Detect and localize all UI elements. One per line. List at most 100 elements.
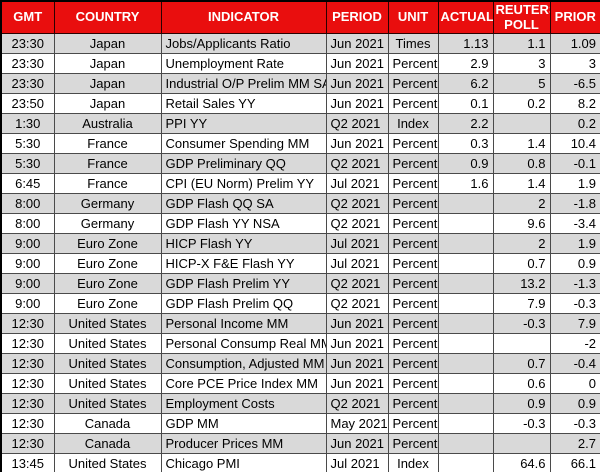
cell-indicator: HICP Flash YY [160, 233, 327, 254]
cell-country: Australia [53, 113, 162, 134]
cell-period: Jun 2021 [325, 33, 389, 54]
cell-prior: 10.4 [549, 133, 600, 154]
cell-country: United States [53, 453, 162, 472]
cell-poll [492, 113, 551, 134]
cell-gmt: 23:30 [0, 73, 55, 94]
cell-country: United States [53, 393, 162, 414]
cell-prior: -2 [549, 333, 600, 354]
cell-actual: 0.9 [437, 153, 494, 174]
cell-country: Canada [53, 433, 162, 454]
cell-gmt: 12:30 [0, 333, 55, 354]
cell-prior: -1.8 [549, 193, 600, 214]
table-row: 23:30 Japan Unemployment Rate Jun 2021 Perce… [0, 53, 600, 74]
cell-country: Euro Zone [53, 293, 162, 314]
cell-prior: 3 [549, 53, 600, 74]
cell-gmt: 12:30 [0, 413, 55, 434]
cell-indicator: HICP-X F&E Flash YY [160, 253, 327, 274]
cell-prior: 0 [549, 373, 600, 394]
cell-indicator: PPI YY [160, 113, 327, 134]
cell-period: Jun 2021 [325, 93, 389, 114]
cell-prior: 2.7 [549, 433, 600, 454]
cell-indicator: GDP Flash YY NSA [160, 213, 327, 234]
cell-poll: -0.3 [492, 313, 551, 334]
cell-gmt: 23:30 [0, 53, 55, 74]
table-header: GMT COUNTRY INDICATOR PERIOD UNIT ACTUAL… [0, 0, 600, 34]
cell-gmt: 9:00 [0, 253, 55, 274]
cell-actual [437, 373, 494, 394]
table-row: 12:30 Canada GDP MM May 2021 Percent -0.3 -0.3 [0, 413, 600, 434]
cell-poll: 2 [492, 233, 551, 254]
cell-country: France [53, 153, 162, 174]
cell-indicator: Core PCE Price Index MM [160, 373, 327, 394]
cell-gmt: 8:00 [0, 193, 55, 214]
column-header-period: PERIOD [325, 0, 389, 34]
cell-prior: 1.9 [549, 173, 600, 194]
cell-period: Q2 2021 [325, 193, 389, 214]
cell-unit: Percent [387, 293, 439, 314]
cell-period: Jul 2021 [325, 253, 389, 274]
cell-prior: -3.4 [549, 213, 600, 234]
cell-poll: 0.7 [492, 353, 551, 374]
cell-indicator: Chicago PMI [160, 453, 327, 472]
cell-period: Q2 2021 [325, 393, 389, 414]
cell-indicator: Retail Sales YY [160, 93, 327, 114]
column-header-country: COUNTRY [53, 0, 162, 34]
cell-indicator: Consumer Spending MM [160, 133, 327, 154]
cell-prior: 8.2 [549, 93, 600, 114]
cell-indicator: Personal Income MM [160, 313, 327, 334]
cell-indicator: Consumption, Adjusted MM [160, 353, 327, 374]
cell-unit: Percent [387, 413, 439, 434]
cell-gmt: 13:45 [0, 453, 55, 472]
cell-gmt: 9:00 [0, 293, 55, 314]
cell-unit: Percent [387, 153, 439, 174]
cell-actual [437, 293, 494, 314]
cell-poll [492, 433, 551, 454]
cell-unit: Percent [387, 193, 439, 214]
cell-actual: 0.1 [437, 93, 494, 114]
cell-poll: 3 [492, 53, 551, 74]
cell-poll: 1.4 [492, 173, 551, 194]
cell-prior: 66.1 [549, 453, 600, 472]
cell-actual: 2.2 [437, 113, 494, 134]
column-header-reuters-poll: REUTERS POLL [492, 0, 551, 34]
cell-poll: 0.7 [492, 253, 551, 274]
cell-unit: Percent [387, 373, 439, 394]
cell-actual [437, 413, 494, 434]
cell-gmt: 12:30 [0, 313, 55, 334]
cell-actual [437, 233, 494, 254]
cell-poll: 0.9 [492, 393, 551, 414]
cell-indicator: Jobs/Applicants Ratio [160, 33, 327, 54]
cell-gmt: 12:30 [0, 373, 55, 394]
cell-unit: Index [387, 453, 439, 472]
cell-unit: Percent [387, 353, 439, 374]
table-row: 8:00 Germany GDP Flash YY NSA Q2 2021 Percen… [0, 213, 600, 234]
cell-indicator: Producer Prices MM [160, 433, 327, 454]
cell-period: Q2 2021 [325, 293, 389, 314]
cell-gmt: 23:30 [0, 33, 55, 54]
column-header-indicator: INDICATOR [160, 0, 327, 34]
cell-unit: Percent [387, 253, 439, 274]
cell-prior: 1.09 [549, 33, 600, 54]
cell-actual [437, 273, 494, 294]
cell-prior: 0.9 [549, 253, 600, 274]
cell-indicator: GDP Flash QQ SA [160, 193, 327, 214]
cell-indicator: Industrial O/P Prelim MM SA [160, 73, 327, 94]
cell-poll: 0.8 [492, 153, 551, 174]
table-row: 5:30 France GDP Preliminary QQ Q2 2021 Perce… [0, 153, 600, 174]
cell-prior: -6.5 [549, 73, 600, 94]
cell-indicator: Employment Costs [160, 393, 327, 414]
cell-unit: Percent [387, 393, 439, 414]
column-header-unit: UNIT [387, 0, 439, 34]
table-row: 9:00 Euro Zone GDP Flash Prelim QQ Q2 2021 P… [0, 293, 600, 314]
cell-gmt: 8:00 [0, 213, 55, 234]
cell-country: Germany [53, 213, 162, 234]
cell-poll: 64.6 [492, 453, 551, 472]
cell-poll: 7.9 [492, 293, 551, 314]
cell-prior: -0.3 [549, 413, 600, 434]
cell-poll: 0.6 [492, 373, 551, 394]
cell-actual [437, 193, 494, 214]
cell-unit: Percent [387, 213, 439, 234]
cell-period: Jun 2021 [325, 433, 389, 454]
cell-unit: Percent [387, 73, 439, 94]
